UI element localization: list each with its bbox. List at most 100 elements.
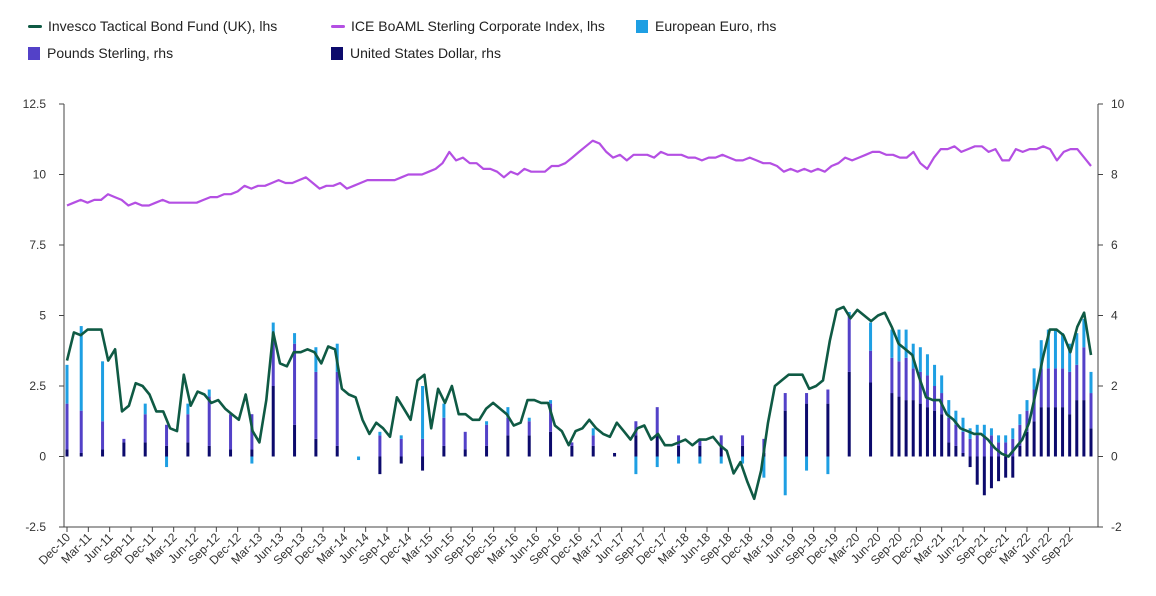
bar-usd (1089, 428, 1093, 457)
bar-eur (1053, 329, 1057, 369)
bar-eur (634, 456, 638, 475)
bar-gbp (101, 421, 105, 450)
bar-gbp (698, 438, 702, 446)
bar-eur (485, 421, 489, 425)
bar-usd (1061, 407, 1065, 457)
bar-eur (961, 417, 965, 432)
bar-gbp (165, 424, 169, 446)
bar-eur (655, 456, 659, 468)
bar-gbp (933, 386, 937, 411)
bar-gbp (1046, 368, 1050, 408)
bar-usd (904, 400, 908, 457)
bar-gbp (982, 435, 986, 457)
bar-eur (549, 400, 553, 404)
bar-usd (940, 414, 944, 457)
bar-eur (79, 326, 83, 411)
bar-gbp (1018, 424, 1022, 446)
bar-usd (1068, 414, 1072, 457)
bar-usd (741, 445, 745, 457)
bar-gbp (186, 414, 190, 443)
bar-eur (719, 456, 723, 464)
bar-eur (143, 403, 147, 415)
bar-eur (805, 456, 809, 471)
bar-usd (293, 424, 297, 457)
legend-label-usd: United States Dollar, rhs (350, 45, 501, 61)
bar-eur (399, 435, 403, 439)
bar-usd (982, 456, 986, 496)
bar-gbp (826, 389, 830, 404)
bar-usd (826, 403, 830, 457)
bar-gbp (975, 435, 979, 457)
bar-usd (1039, 407, 1043, 457)
bar-gbp (1039, 368, 1043, 408)
bar-gbp (897, 361, 901, 397)
bar-eur (250, 456, 254, 464)
bar-gbp (961, 431, 965, 453)
bar-gbp (677, 435, 681, 446)
legend-swatch-index (331, 24, 345, 28)
bar-usd (485, 445, 489, 457)
bar-usd (954, 445, 958, 457)
legend-label-eur: European Euro, rhs (655, 18, 777, 34)
bar-eur (378, 431, 382, 436)
bar-usd (1025, 431, 1029, 457)
bar-usd (250, 449, 254, 457)
bar-eur (1082, 319, 1086, 348)
bar-usd (783, 410, 787, 457)
bar-usd (122, 442, 126, 457)
bar-usd (79, 452, 83, 457)
bar-gbp (925, 375, 929, 408)
bar-gbp (65, 403, 69, 450)
bar-eur (918, 347, 922, 372)
bar-eur (933, 364, 937, 386)
bar-eur (947, 400, 951, 418)
bar-usd (634, 435, 638, 457)
bar-eur (421, 386, 425, 439)
bar-eur (1025, 400, 1029, 411)
bar-eur (442, 403, 446, 418)
left-axis-tick-label: 2.5 (29, 379, 46, 393)
bar-eur (954, 410, 958, 425)
bar-usd (997, 456, 1001, 482)
bar-usd (378, 456, 382, 475)
axes: -2.502.557.51012.5-20246810Dec-10Mar-11J… (23, 97, 1125, 567)
bar-usd (463, 449, 467, 457)
bar-usd (1032, 421, 1036, 457)
bar-usd (207, 445, 211, 457)
bar-usd (947, 442, 951, 457)
bar-eur (101, 361, 105, 422)
bar-gbp (506, 417, 510, 436)
bar-eur (1089, 371, 1093, 394)
bar-gbp (79, 410, 83, 453)
right-axis-tick-label: 10 (1111, 97, 1125, 111)
fund-series-line (65, 305, 1093, 501)
bar-gbp (314, 371, 318, 439)
bar-eur (869, 322, 873, 351)
bar-eur (165, 456, 169, 468)
bar-usd (101, 449, 105, 457)
bar-usd (506, 435, 510, 457)
bar-eur (1075, 333, 1079, 365)
bar-usd (143, 442, 147, 457)
legend-label-index: ICE BoAML Sterling Corporate Index, lhs (351, 18, 605, 34)
bar-gbp (805, 393, 809, 404)
bar-usd (186, 442, 190, 457)
bar-gbp (1025, 410, 1029, 432)
bar-gbp (399, 438, 403, 457)
bar-eur (762, 456, 766, 478)
bar-usd (271, 386, 275, 457)
bar-usd (1018, 445, 1022, 457)
bar-gbp (890, 357, 894, 394)
bar-gbp (954, 424, 958, 446)
bar-eur (677, 456, 681, 464)
right-axis-tick-label: 4 (1111, 309, 1118, 323)
bar-usd (911, 400, 915, 457)
bar-usd (897, 396, 901, 457)
bar-gbp (1089, 393, 1093, 429)
bar-gbp (271, 340, 275, 386)
bar-gbp (229, 414, 233, 450)
bar-gbp (783, 393, 787, 411)
bar-usd (591, 445, 595, 457)
right-axis-tick-label: -2 (1111, 520, 1122, 534)
